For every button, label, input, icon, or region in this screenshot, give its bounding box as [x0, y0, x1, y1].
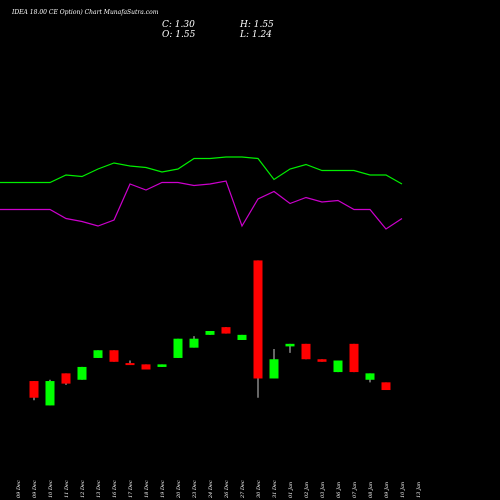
- candle-down: [349, 343, 359, 373]
- candle-up: [173, 338, 183, 358]
- candle-down: [301, 343, 311, 360]
- x-tick-label: 02 Jan: [304, 482, 310, 498]
- x-tick-label: 18 Dec: [144, 480, 150, 498]
- high-value: H: 1.55: [240, 20, 274, 30]
- candle-down: [317, 359, 327, 362]
- candle-down: [253, 260, 263, 379]
- x-tick-label: 10 Jan: [400, 482, 406, 498]
- x-tick-label: 13 Jan: [416, 482, 422, 498]
- indicator-line-1: [0, 156, 403, 185]
- candle-up: [189, 338, 199, 348]
- candle-up: [77, 366, 87, 380]
- candle-up: [269, 359, 279, 379]
- candle-down: [125, 363, 135, 366]
- candle-down: [61, 373, 71, 384]
- candle-down: [221, 327, 231, 334]
- x-tick-label: 01 Jan: [288, 482, 294, 498]
- x-tick-label: 30 Dec: [256, 480, 262, 498]
- candle-up: [205, 331, 215, 335]
- x-tick-label: 09 Dec: [16, 480, 22, 498]
- candle-up: [285, 343, 295, 347]
- x-tick-label: 09 Dec: [32, 480, 38, 498]
- x-tick-label: 08 Jan: [368, 482, 374, 498]
- x-tick-label: 11 Dec: [64, 480, 70, 498]
- x-tick-label: 13 Dec: [96, 480, 102, 498]
- close-value: C: 1.30: [162, 20, 195, 30]
- low-value: L: 1.24: [240, 30, 272, 40]
- indicator-line-2: [0, 180, 403, 230]
- candle-up: [237, 334, 247, 340]
- candle-up: [333, 360, 343, 373]
- x-tick-label: 07 Jan: [352, 482, 358, 498]
- x-tick-label: 23 Dec: [192, 480, 198, 499]
- x-tick-label: 19 Dec: [160, 480, 166, 498]
- x-tick-label: 20 Dec: [176, 480, 182, 499]
- x-tick-label: 03 Jan: [320, 482, 326, 498]
- candle-up: [157, 364, 167, 367]
- x-tick-label: 17 Dec: [128, 480, 134, 498]
- x-tick-label: 06 Jan: [336, 482, 342, 498]
- candle-down: [141, 364, 151, 370]
- x-tick-label: 10 Dec: [48, 480, 54, 498]
- x-tick-label: 24 Dec: [208, 480, 214, 499]
- candle-up: [93, 350, 103, 358]
- x-tick-label: 27 Dec: [240, 480, 246, 499]
- x-tick-label: 16 Dec: [112, 480, 118, 498]
- candle-down: [381, 382, 391, 391]
- candle-down: [29, 381, 39, 398]
- x-tick-label: 31 Dec: [272, 480, 278, 498]
- chart-title: IDEA 18.00 CE Option) Chart MunafaSutra.…: [12, 9, 159, 16]
- x-tick-label: 09 Jan: [384, 482, 390, 498]
- x-tick-label: 12 Dec: [80, 480, 86, 498]
- candle-up: [365, 373, 375, 380]
- candle-down: [109, 350, 119, 362]
- open-value: O: 1.55: [162, 30, 196, 40]
- x-tick-label: 26 Dec: [224, 480, 230, 499]
- candle-up: [45, 381, 55, 406]
